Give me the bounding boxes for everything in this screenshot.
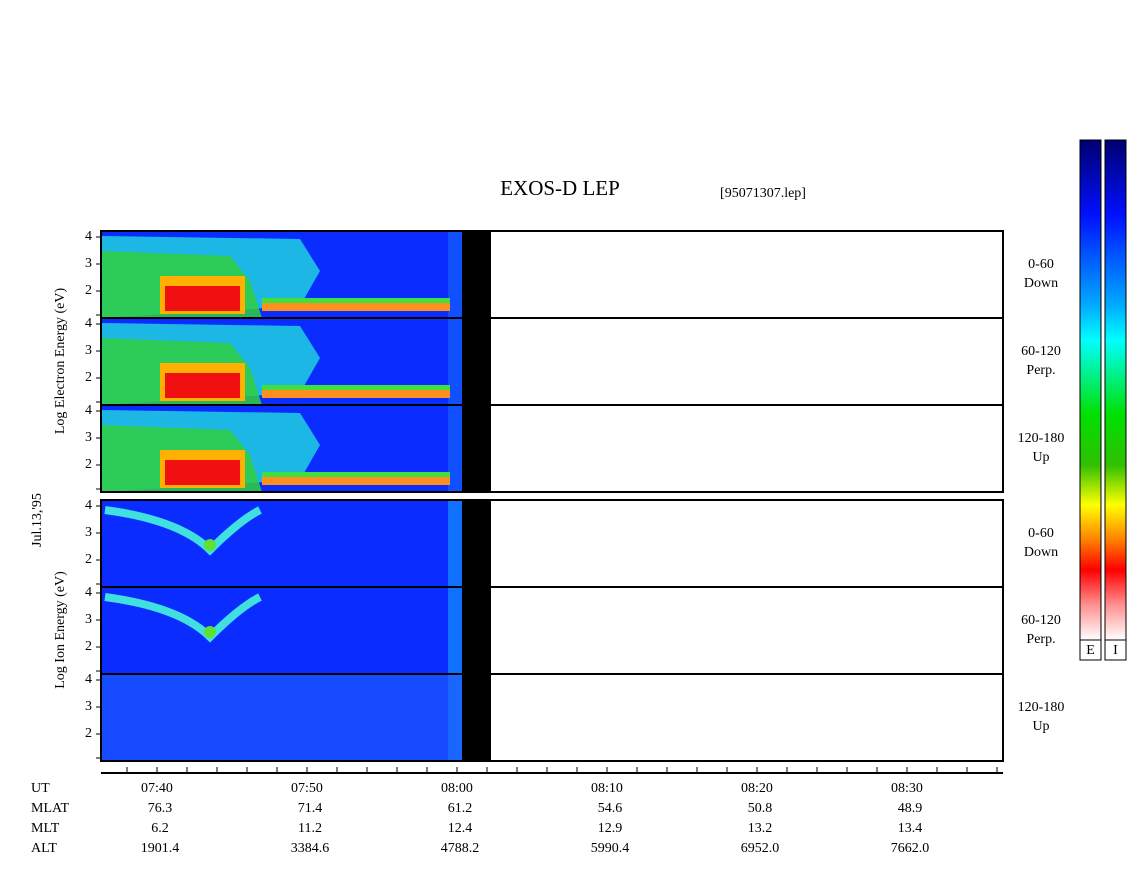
data-gap xyxy=(462,318,491,405)
data-gap xyxy=(462,587,491,674)
y-tick-label: 4 xyxy=(85,498,92,513)
y-tick-label: 4 xyxy=(85,672,92,687)
spectrogram xyxy=(101,674,462,761)
panel-direction: Perp. xyxy=(1026,632,1055,647)
row-value: 1901.4 xyxy=(141,841,180,856)
y-axis-label: Log Electron Energy (eV) xyxy=(53,288,68,435)
row-value: 54.6 xyxy=(598,801,623,816)
panel-frame xyxy=(100,673,1004,762)
row-value: 4788.2 xyxy=(441,841,480,856)
spectrogram xyxy=(448,318,462,405)
spectrogram xyxy=(101,587,462,674)
panel-angle: 120-180 xyxy=(1018,431,1065,446)
row-value: 76.3 xyxy=(148,801,173,816)
data-gap xyxy=(462,500,491,587)
date: Jul.13,'95 xyxy=(30,493,45,547)
y-tick-label: 2 xyxy=(85,283,92,298)
spectrogram xyxy=(448,500,462,587)
row-value: 7662.0 xyxy=(891,841,930,856)
time-label: 08:10 xyxy=(591,781,623,796)
row-label: UT xyxy=(31,781,50,796)
data-gap xyxy=(462,405,491,492)
panel-direction: Down xyxy=(1024,545,1058,560)
y-tick-label: 2 xyxy=(85,552,92,567)
time-label: 08:30 xyxy=(891,781,923,796)
row-value: 5990.4 xyxy=(591,841,630,856)
spectrogram xyxy=(165,460,240,485)
title: EXOS-D LEP xyxy=(500,176,620,200)
y-tick-label: 2 xyxy=(85,457,92,472)
row-value: 3384.6 xyxy=(291,841,330,856)
row-value: 6952.0 xyxy=(741,841,780,856)
spectrogram xyxy=(101,500,462,587)
time-label: 08:20 xyxy=(741,781,773,796)
spectrogram xyxy=(262,385,450,390)
spectrogram xyxy=(204,539,216,551)
colorbar-label-box xyxy=(1104,639,1127,661)
y-tick-label: 4 xyxy=(85,585,92,600)
y-tick-label: 3 xyxy=(85,612,92,627)
row-value: 6.2 xyxy=(151,821,169,836)
colorbar xyxy=(1104,139,1127,641)
colorbar-label: E xyxy=(1086,643,1095,658)
row-value: 11.2 xyxy=(298,821,322,836)
y-tick-label: 2 xyxy=(85,370,92,385)
row-value: 61.2 xyxy=(448,801,473,816)
y-tick-label: 3 xyxy=(85,256,92,271)
row-value: 13.4 xyxy=(898,821,923,836)
y-tick-label: 2 xyxy=(85,726,92,741)
row-label: ALT xyxy=(31,841,57,856)
panel-angle: 120-180 xyxy=(1018,700,1065,715)
data-gap xyxy=(462,231,491,318)
panel-direction: Up xyxy=(1032,719,1049,734)
panel-direction: Perp. xyxy=(1026,363,1055,378)
file-name: [95071307.lep] xyxy=(720,186,806,201)
row-value: 12.4 xyxy=(448,821,473,836)
y-tick-label: 4 xyxy=(85,403,92,418)
spectrogram xyxy=(448,231,462,318)
spectrogram xyxy=(262,390,450,398)
y-tick-label: 4 xyxy=(85,229,92,244)
row-value: 13.2 xyxy=(748,821,773,836)
y-tick-label: 3 xyxy=(85,343,92,358)
panel-angle: 0-60 xyxy=(1028,257,1054,272)
colorbar-label: I xyxy=(1113,643,1118,658)
spectrogram xyxy=(262,477,450,485)
panel-angle: 60-120 xyxy=(1021,613,1061,628)
spectrogram xyxy=(262,472,450,477)
spectrogram xyxy=(165,373,240,398)
panel-frame xyxy=(100,404,1004,493)
panel-direction: Down xyxy=(1024,276,1058,291)
y-tick-label: 3 xyxy=(85,430,92,445)
spectrogram xyxy=(262,298,450,303)
spectrogram xyxy=(165,286,240,311)
colorbar xyxy=(1079,139,1102,641)
panel-direction: Up xyxy=(1032,450,1049,465)
time-label: 07:40 xyxy=(141,781,173,796)
row-value: 12.9 xyxy=(598,821,623,836)
data-gap xyxy=(462,674,491,761)
spectrogram xyxy=(448,587,462,674)
row-value: 71.4 xyxy=(298,801,323,816)
panel-angle: 0-60 xyxy=(1028,526,1054,541)
panel-angle: 60-120 xyxy=(1021,344,1061,359)
row-value: 50.8 xyxy=(748,801,773,816)
y-tick-label: 3 xyxy=(85,699,92,714)
row-label: MLT xyxy=(31,821,60,836)
y-tick-label: 2 xyxy=(85,639,92,654)
colorbar-label-box xyxy=(1079,639,1102,661)
time-label: 08:00 xyxy=(441,781,473,796)
row-label: MLAT xyxy=(31,801,70,816)
spectrogram xyxy=(262,303,450,311)
y-tick-label: 3 xyxy=(85,525,92,540)
y-axis-label: Log Ion Energy (eV) xyxy=(53,571,68,689)
row-value: 48.9 xyxy=(898,801,923,816)
time-label: 07:50 xyxy=(291,781,323,796)
spectrogram xyxy=(204,626,216,638)
y-tick-label: 4 xyxy=(85,316,92,331)
spectrogram xyxy=(448,405,462,492)
